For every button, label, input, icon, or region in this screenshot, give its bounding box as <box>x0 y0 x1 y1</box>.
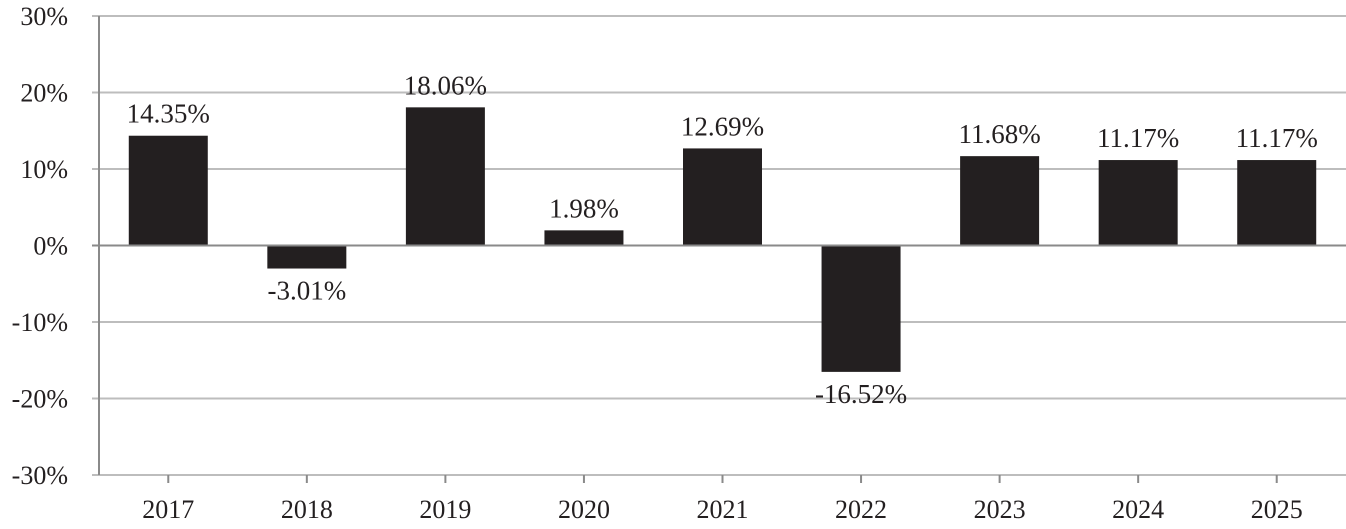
axes <box>92 16 1346 483</box>
y-tick-label: 10% <box>20 155 68 184</box>
data-label-2023: 11.68% <box>958 119 1040 149</box>
data-label-2018: -3.01% <box>267 276 346 306</box>
bar-2021 <box>683 148 762 246</box>
bar-2025 <box>1237 160 1317 246</box>
x-tick-label-2020: 2020 <box>558 495 610 524</box>
x-tick-label-2021: 2021 <box>697 495 749 524</box>
y-tick-label: 0% <box>33 232 68 261</box>
bar-2022 <box>821 245 901 372</box>
bar-2018 <box>267 245 347 269</box>
bar-2020 <box>544 230 624 246</box>
bar-2023 <box>960 156 1040 246</box>
data-label-2017: 14.35% <box>127 99 210 129</box>
data-label-2021: 12.69% <box>681 111 764 141</box>
bar-2017 <box>128 135 208 246</box>
y-tick-label: -20% <box>12 385 68 414</box>
data-label-2022: -16.52% <box>815 379 907 409</box>
x-tick-label-2019: 2019 <box>419 495 471 524</box>
x-tick-label-2017: 2017 <box>142 495 194 524</box>
x-tick-label-2024: 2024 <box>1112 495 1164 524</box>
data-label-2019: 18.06% <box>404 70 487 100</box>
labels: 30% 20% 10% 0% -10% -20% -30% 2017 14.35% 2018 -3.… <box>12 2 1318 524</box>
bar-2019 <box>405 107 485 246</box>
y-tick-label: -30% <box>12 461 68 490</box>
bars <box>128 107 1317 372</box>
x-tick-label-2022: 2022 <box>835 495 887 524</box>
bar-2024 <box>1098 160 1178 246</box>
data-label-2025: 11.17% <box>1236 123 1318 153</box>
x-tick-label-2025: 2025 <box>1251 495 1303 524</box>
y-tick-label: -10% <box>12 308 68 337</box>
y-tick-label: 20% <box>20 79 68 108</box>
data-label-2020: 1.98% <box>549 193 619 223</box>
data-label-2024: 11.17% <box>1097 123 1179 153</box>
x-tick-label-2018: 2018 <box>281 495 333 524</box>
y-tick-label: 30% <box>20 2 68 31</box>
x-tick-label-2023: 2023 <box>974 495 1026 524</box>
